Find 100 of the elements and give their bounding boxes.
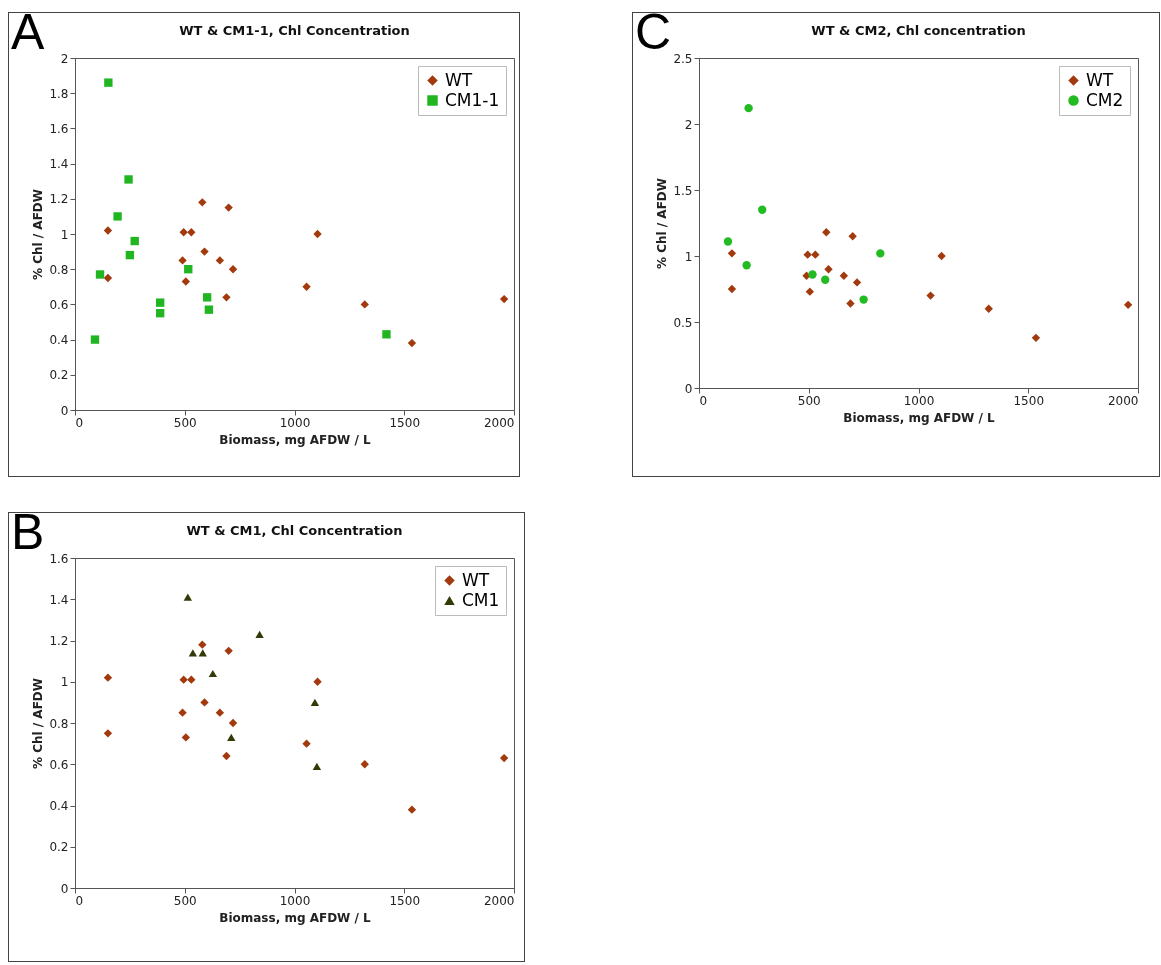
point [499,294,509,304]
y-axis-title: % Chl / AFDW [31,188,46,281]
point [1031,333,1041,343]
x-tick-label: 500 [173,893,197,908]
y-tick-label: 1 [684,249,693,264]
x-tick-label: 0 [699,393,708,408]
text: B [11,504,45,560]
y-tick-label: 2 [60,51,69,66]
point [222,293,231,302]
point [382,330,391,339]
point [805,287,815,296]
y-tick-label: 1.5 [673,183,693,198]
point [228,718,238,728]
point [839,271,849,280]
y-tick-label: 0.2 [49,368,69,383]
legend-label: CM1-1 [445,89,500,110]
y-tick-label: 0 [60,403,69,418]
chart-title: WT & CM1, Chl Concentration [186,523,403,538]
point [824,265,833,274]
point [821,275,830,284]
point [179,228,188,237]
point [1123,300,1133,310]
point [130,236,139,246]
point [312,762,322,770]
x-tick-label: 1000 [903,393,935,408]
x-tick-label: 1500 [389,893,421,908]
text: C [635,4,672,60]
y-tick-label: 0.4 [49,799,69,813]
x-tick-label: 1500 [389,415,421,430]
point [104,78,113,87]
point [808,270,817,279]
point [302,739,311,748]
point [95,270,105,279]
y-tick-label: 1.8 [49,86,69,101]
point [937,251,946,261]
y-tick-label: 1.6 [49,551,69,566]
point [852,278,862,287]
point [124,175,133,184]
point [215,256,225,265]
point [228,265,238,274]
point [90,335,100,344]
y-tick-label: 0.6 [49,757,69,772]
point [727,284,737,294]
legend-label: WT [445,69,473,90]
point [215,708,225,717]
y-tick-label: 0.6 [49,297,69,312]
x-tick-label: 500 [173,415,197,430]
x-tick-label: 2000 [483,415,515,430]
y-axis-title: % Chl / AFDW [31,677,46,770]
point [811,250,820,259]
point [407,338,417,348]
point [204,305,214,314]
point [181,733,191,742]
point [178,256,187,265]
chart-title: WT & CM1-1, Chl Concentration [179,23,410,38]
y-tick-label: 0.2 [49,840,69,855]
point [183,593,193,601]
point [255,630,264,638]
point [181,277,191,286]
point [407,805,417,814]
x-tick-label: 500 [797,393,821,408]
y-tick-label: 0.8 [49,716,69,731]
y-tick-label: 1.4 [49,592,69,607]
point [179,675,188,684]
x-tick-label: 2000 [483,893,515,908]
point [876,249,885,258]
point [822,228,831,237]
point [302,282,311,291]
point [103,273,113,283]
y-tick-label: 0 [684,381,693,396]
point [103,729,113,738]
point [198,198,207,207]
y-tick-label: 2.5 [673,51,693,66]
point [200,247,209,256]
point [310,698,320,706]
x-tick-label: 1000 [279,893,311,908]
y-tick-label: 1.2 [49,192,69,207]
y-tick-label: 1.2 [49,634,69,648]
x-axis-title: Biomass, mg AFDW / L [843,410,996,425]
point [198,640,207,649]
x-tick-label: 1500 [1013,393,1045,408]
x-axis-title: Biomass, mg AFDW / L [219,432,372,447]
y-tick-label: 1.4 [49,157,69,172]
point [187,675,196,684]
point [742,261,751,270]
point [113,212,122,221]
x-tick-label: 0 [75,893,84,908]
point [178,708,187,717]
point [723,237,733,246]
point [313,229,322,239]
point [848,232,857,241]
x-tick-label: 1000 [279,415,311,430]
point [184,265,193,274]
point [208,669,218,678]
legend-label: CM1 [462,589,500,610]
point [926,291,935,300]
x-tick-label: 0 [75,415,84,430]
point [187,228,196,237]
point [984,304,993,313]
point [859,295,868,304]
